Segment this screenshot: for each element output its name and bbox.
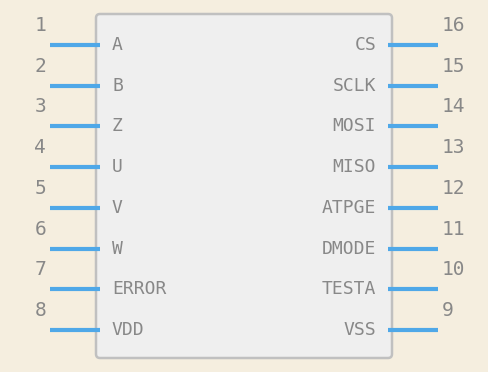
Text: 4: 4 bbox=[34, 138, 46, 157]
Text: DMODE: DMODE bbox=[322, 240, 376, 257]
Text: 1: 1 bbox=[34, 16, 46, 35]
Text: B: B bbox=[112, 77, 123, 95]
Text: W: W bbox=[112, 240, 123, 257]
Text: Z: Z bbox=[112, 118, 123, 135]
Text: MISO: MISO bbox=[332, 158, 376, 176]
Text: 14: 14 bbox=[442, 97, 466, 116]
Text: ERROR: ERROR bbox=[112, 280, 166, 298]
Text: 15: 15 bbox=[442, 57, 466, 76]
Text: CS: CS bbox=[354, 36, 376, 54]
Text: 2: 2 bbox=[34, 57, 46, 76]
Text: 11: 11 bbox=[442, 219, 466, 238]
Text: 5: 5 bbox=[34, 179, 46, 198]
Text: 10: 10 bbox=[442, 260, 466, 279]
Text: V: V bbox=[112, 199, 123, 217]
Text: 8: 8 bbox=[34, 301, 46, 320]
FancyBboxPatch shape bbox=[96, 14, 392, 358]
Text: SCLK: SCLK bbox=[332, 77, 376, 95]
Text: U: U bbox=[112, 158, 123, 176]
Text: VDD: VDD bbox=[112, 321, 144, 339]
Text: ATPGE: ATPGE bbox=[322, 199, 376, 217]
Text: 13: 13 bbox=[442, 138, 466, 157]
Text: 9: 9 bbox=[442, 301, 454, 320]
Text: A: A bbox=[112, 36, 123, 54]
Text: VSS: VSS bbox=[344, 321, 376, 339]
Text: 7: 7 bbox=[34, 260, 46, 279]
Text: 16: 16 bbox=[442, 16, 466, 35]
Text: 12: 12 bbox=[442, 179, 466, 198]
Text: 3: 3 bbox=[34, 97, 46, 116]
Text: MOSI: MOSI bbox=[332, 118, 376, 135]
Text: 6: 6 bbox=[34, 219, 46, 238]
Text: TESTA: TESTA bbox=[322, 280, 376, 298]
